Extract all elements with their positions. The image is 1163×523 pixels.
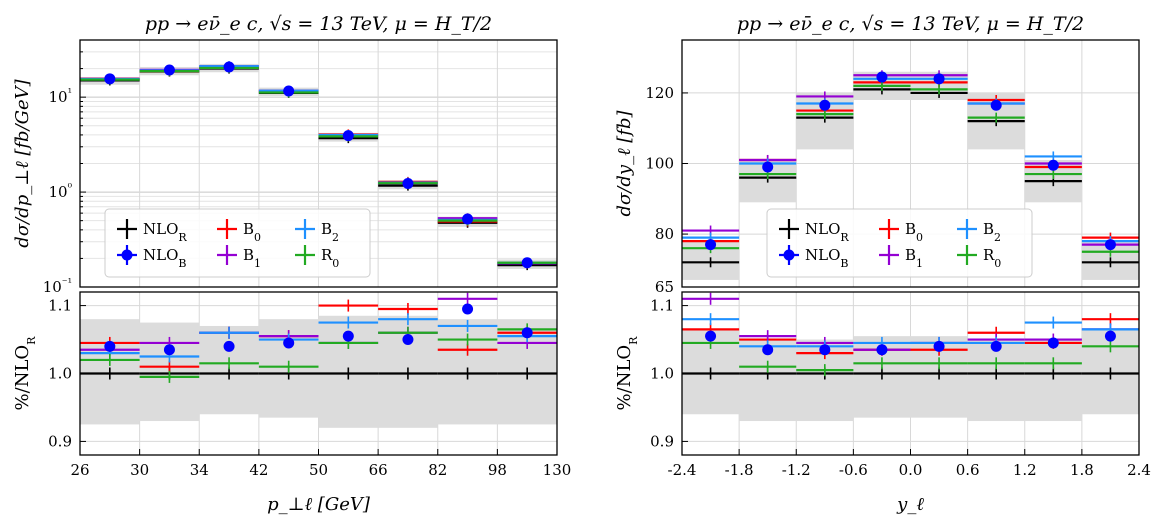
x-tick-label: 26 xyxy=(70,461,89,479)
y-tick-label: 120 xyxy=(645,84,674,102)
data-point-nlo-b xyxy=(223,61,235,73)
ratio-point-nlo-b xyxy=(1047,337,1059,349)
ratio-tick-label: 1.0 xyxy=(650,365,674,383)
ratio-tick-label: 0.9 xyxy=(48,432,72,450)
y-axis-label: dσ/dy_ℓ [fb] xyxy=(614,110,635,217)
data-point-nlo-b xyxy=(705,239,717,251)
legend-label-nlo_r: NLOR xyxy=(805,220,849,244)
y-tick-label: 100 xyxy=(645,155,674,173)
data-point-nlo-b xyxy=(163,64,175,76)
legend-label-b_2: B2 xyxy=(983,220,1001,244)
ratio-axis-label: %/NLOR xyxy=(12,336,38,411)
x-tick-label: 30 xyxy=(130,461,149,479)
ratio-tick-label: 0.9 xyxy=(650,432,674,450)
chart-panel-1: 26 30 34 42 50 66 82 98 130 10⁻¹ 10⁰ 10¹ 0.9 1.0 1.1 pp… xyxy=(12,13,571,515)
ratio-point-nlo-b xyxy=(521,327,533,339)
x-axis-label: y_ℓ xyxy=(896,494,924,515)
legend-label-b_1: B1 xyxy=(905,246,923,270)
data-point-nlo-b xyxy=(762,161,774,173)
data-point-nlo-b xyxy=(104,73,116,85)
data-point-nlo-b xyxy=(876,71,888,83)
legend-label-b_1: B1 xyxy=(243,246,261,270)
main-plot-frame xyxy=(79,39,558,288)
legend-label-nlo_r: NLOR xyxy=(143,220,187,244)
ratio-point-nlo-b xyxy=(876,344,888,356)
data-point-nlo-b xyxy=(462,213,474,225)
data-point-nlo-b xyxy=(1047,159,1059,171)
y-tick-label: 65 xyxy=(655,278,674,296)
ratio-axis-label: %/NLOR xyxy=(614,336,640,411)
legend-marker-nlo-b xyxy=(783,249,795,261)
ratio-tick-label: 1.1 xyxy=(48,297,72,315)
data-point-nlo-b xyxy=(933,73,945,85)
x-tick-label: 2.4 xyxy=(1127,461,1151,479)
ratio-point-nlo-b xyxy=(1104,330,1116,342)
y-tick-label: 80 xyxy=(655,225,674,243)
data-point-nlo-b xyxy=(1104,239,1116,251)
x-tick-label: -0.6 xyxy=(839,461,868,479)
data-point-nlo-b xyxy=(521,257,533,269)
chart-title: pp → eν̄_e c, √s = 13 TeV, μ = H_T/2 xyxy=(737,13,1084,35)
data-point-nlo-b xyxy=(342,130,354,142)
x-tick-label: 50 xyxy=(309,461,328,479)
ratio-point-nlo-b xyxy=(402,334,414,346)
ratio-band xyxy=(967,339,1025,422)
x-tick-label: 1.8 xyxy=(1070,461,1094,479)
ratio-point-nlo-b xyxy=(762,344,774,356)
x-tick-label: -1.2 xyxy=(782,461,811,479)
y-tick-label: 10¹ xyxy=(48,86,72,107)
x-tick-label: -1.8 xyxy=(725,461,754,479)
ratio-point-nlo-b xyxy=(342,330,354,342)
x-tick-label: 82 xyxy=(428,461,447,479)
ratio-point-nlo-b xyxy=(705,330,717,342)
legend-label-nlo_b: NLOB xyxy=(805,246,848,270)
chart-title: pp → eν̄_e c, √s = 13 TeV, μ = H_T/2 xyxy=(145,13,492,35)
x-tick-label: 0.6 xyxy=(956,461,980,479)
legend-box xyxy=(766,208,1033,278)
x-tick-label: 42 xyxy=(249,461,268,479)
ratio-point-nlo-b xyxy=(283,337,295,349)
ratio-tick-label: 1.0 xyxy=(48,365,72,383)
legend-label-r_0: R0 xyxy=(321,246,339,270)
data-point-nlo-b xyxy=(990,99,1002,111)
legend-label-nlo_b: NLOB xyxy=(143,246,186,270)
legend-label-b_2: B2 xyxy=(321,220,339,244)
legend-box xyxy=(104,208,371,278)
ratio-point-nlo-b xyxy=(163,344,175,356)
legend-label-b_0: B0 xyxy=(905,220,923,244)
x-axis-label: p_⊥ℓ [GeV] xyxy=(267,494,371,515)
ratio-point-nlo-b xyxy=(990,340,1002,352)
x-tick-label: 1.2 xyxy=(1013,461,1037,479)
data-point-nlo-b xyxy=(283,85,295,97)
y-axis-label: dσ/dp_⊥ℓ [fb/GeV] xyxy=(12,78,33,247)
ratio-band xyxy=(1024,339,1082,422)
x-tick-label: 66 xyxy=(369,461,388,479)
ratio-point-nlo-b xyxy=(933,340,945,352)
y-tick-label: 10⁻¹ xyxy=(43,276,72,297)
chart-panel-2: -2.4 -1.8 -1.2 -0.6 0.0 0.6 1.2 1.8 2.4 65 80 100 12… xyxy=(614,13,1151,515)
x-tick-label: -2.4 xyxy=(668,461,697,479)
legend-label-r_0: R0 xyxy=(983,246,1001,270)
ratio-point-nlo-b xyxy=(819,344,831,356)
legend-marker-nlo-b xyxy=(121,249,133,261)
data-point-nlo-b xyxy=(402,178,414,190)
main-plot-frame xyxy=(681,39,1140,288)
x-tick-label: 0.0 xyxy=(899,461,923,479)
x-tick-label: 34 xyxy=(190,461,209,479)
legend-label-b_0: B0 xyxy=(243,220,261,244)
ratio-point-nlo-b xyxy=(462,303,474,315)
data-point-nlo-b xyxy=(819,99,831,111)
ratio-point-nlo-b xyxy=(223,340,235,352)
x-tick-label: 98 xyxy=(488,461,507,479)
ratio-point-nlo-b xyxy=(104,340,116,352)
x-tick-label: 130 xyxy=(543,461,572,479)
ratio-tick-label: 1.1 xyxy=(650,297,674,315)
y-tick-label: 10⁰ xyxy=(48,181,72,202)
